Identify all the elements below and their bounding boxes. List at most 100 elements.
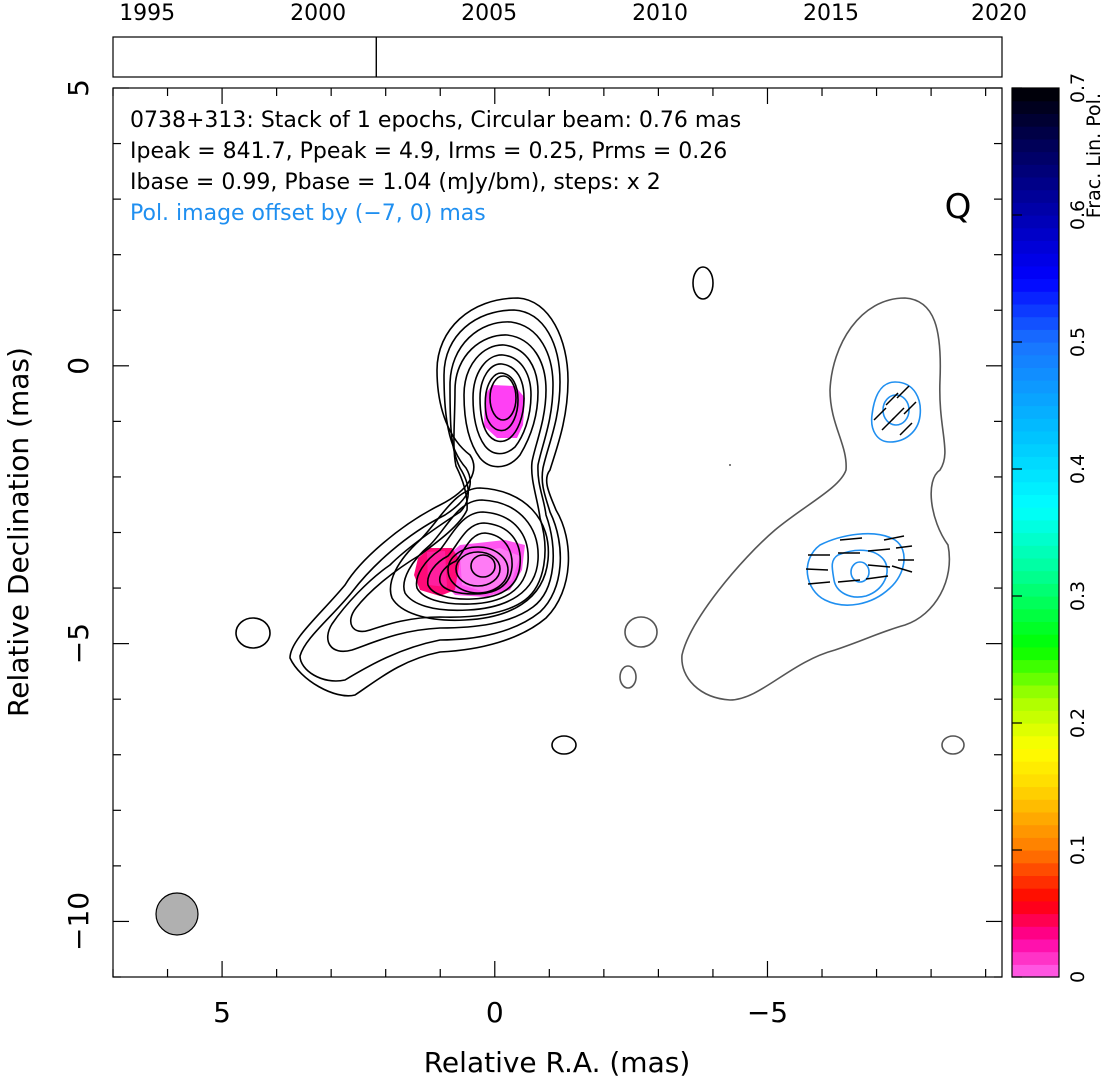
colorbar-band bbox=[1012, 113, 1059, 127]
colorbar-band bbox=[1012, 964, 1059, 978]
y-axis-label: Relative Declination (mas) bbox=[2, 347, 35, 717]
colorbar-tick-label: 0.6 bbox=[1067, 200, 1089, 230]
colorbar-band bbox=[1012, 303, 1059, 318]
colorbar-band bbox=[1012, 265, 1059, 280]
colorbar-band bbox=[1012, 316, 1059, 330]
pol-blob-1 bbox=[624, 616, 658, 648]
colorbar-tick-label: 0.1 bbox=[1067, 835, 1089, 865]
y-tick-label: 5 bbox=[62, 79, 95, 97]
colorbar-band bbox=[1012, 215, 1059, 229]
colorbar-band bbox=[1012, 761, 1059, 775]
colorbar-band bbox=[1012, 545, 1059, 559]
colorbar-tick-label: 0.5 bbox=[1067, 327, 1089, 357]
pol-knot-contour-mid bbox=[831, 549, 888, 598]
colorbar-band bbox=[1012, 342, 1059, 356]
contour-5 bbox=[463, 344, 539, 468]
colorbar-band bbox=[1012, 811, 1059, 826]
colorbar-tick-label: 0.7 bbox=[1067, 73, 1089, 103]
contour-core-peak bbox=[489, 375, 517, 421]
contour-knot-peak bbox=[470, 554, 496, 578]
contour-knot-a bbox=[389, 487, 550, 622]
evpa-vectors bbox=[805, 385, 917, 585]
axis-tick-labels: 5 0 −5 5 0 −5 −10 bbox=[62, 79, 788, 1029]
pol-outer-contour bbox=[681, 297, 951, 701]
timeline-year-label: 2005 bbox=[461, 1, 517, 26]
pol-core-contour-outer bbox=[870, 381, 922, 443]
colorbar-band bbox=[1012, 900, 1059, 915]
epoch-timeline: 1995 2000 2005 2010 2015 2020 bbox=[112, 1, 1027, 78]
colorbar-band bbox=[1012, 570, 1059, 584]
timeline-frame bbox=[112, 36, 1003, 78]
annotation-line-2: Ipeak = 841.7, Ppeak = 4.9, Irms = 0.25,… bbox=[130, 139, 727, 164]
colorbar-band bbox=[1012, 456, 1059, 470]
colorbar-band bbox=[1012, 710, 1059, 724]
contour-knot-c bbox=[415, 511, 529, 605]
colorbar-band bbox=[1012, 596, 1059, 610]
colorbar-band bbox=[1012, 723, 1059, 737]
colorbar-band bbox=[1012, 532, 1059, 546]
colorbar-band bbox=[1012, 227, 1059, 241]
beam-ellipse bbox=[155, 892, 199, 936]
colorbar-band bbox=[1012, 672, 1059, 686]
colorbar-band bbox=[1012, 418, 1059, 432]
colorbar-band bbox=[1012, 926, 1059, 940]
colorbar-tick-labels: 0 0.1 0.2 0.3 0.4 0.5 0.6 0.7 bbox=[1012, 73, 1089, 983]
contour-knot-b bbox=[403, 499, 539, 612]
colorbar-band bbox=[1012, 748, 1059, 762]
map-contents: Q bbox=[155, 187, 972, 936]
colorbar-band bbox=[1012, 951, 1059, 965]
contour-7 bbox=[479, 363, 525, 443]
total-intensity-contours bbox=[235, 266, 714, 755]
colorbar-band bbox=[1012, 735, 1059, 749]
colorbar-tick-label: 0.3 bbox=[1067, 581, 1089, 611]
colorbar-band bbox=[1012, 938, 1059, 953]
x-tick-label: 0 bbox=[486, 996, 504, 1029]
colorbar-band bbox=[1012, 240, 1059, 254]
pol-blob-2 bbox=[619, 665, 637, 689]
colorbar-label: Frac. Lin. Pol. bbox=[1083, 93, 1105, 218]
pol-knot-contour-inner bbox=[850, 561, 870, 583]
colorbar-band bbox=[1012, 621, 1059, 635]
timeline-year-label: 1995 bbox=[119, 1, 175, 26]
colorbar-band bbox=[1012, 786, 1059, 800]
colorbar-band bbox=[1012, 88, 1059, 102]
contour-4 bbox=[350, 334, 547, 633]
colorbar-frame bbox=[1011, 87, 1060, 978]
colorbar-band bbox=[1012, 329, 1059, 343]
colorbar-band bbox=[1012, 888, 1059, 902]
colorbar-band bbox=[1012, 837, 1059, 851]
colorbar-band bbox=[1012, 519, 1059, 534]
annotation-line-3: Ibase = 0.99, Pbase = 1.04 (mJy/bm), ste… bbox=[130, 170, 661, 195]
contour-2 bbox=[299, 309, 562, 682]
colorbar-band bbox=[1012, 507, 1059, 521]
colorbar-band bbox=[1012, 380, 1059, 394]
colorbar: 0 0.1 0.2 0.3 0.4 0.5 0.6 0.7 Frac. Lin. Pol. bbox=[1011, 73, 1105, 983]
timeline-year-label: 2000 bbox=[290, 1, 346, 26]
colorbar-band bbox=[1012, 773, 1059, 788]
colorbar-band bbox=[1012, 494, 1059, 508]
map-panel: Q 0738+313: Stack of 1 epochs, Circular … bbox=[2, 79, 1003, 1079]
contour-6 bbox=[472, 354, 532, 455]
contour-lowest bbox=[289, 297, 570, 697]
x-tick-label: 5 bbox=[213, 996, 231, 1029]
contour-blob-top bbox=[692, 266, 714, 300]
colorbar-band bbox=[1012, 646, 1059, 661]
colorbar-band bbox=[1012, 659, 1059, 673]
colorbar-band bbox=[1012, 176, 1059, 191]
colorbar-tick-label: 0.4 bbox=[1067, 454, 1089, 484]
colorbar-gradient bbox=[1012, 88, 1059, 978]
colorbar-band bbox=[1012, 634, 1059, 648]
colorbar-band bbox=[1012, 126, 1059, 140]
stokes-label: Q bbox=[945, 187, 972, 227]
colorbar-tick-label: 0 bbox=[1067, 971, 1089, 983]
x-tick-label: −5 bbox=[747, 996, 788, 1029]
colorbar-band bbox=[1012, 138, 1059, 153]
colorbar-band bbox=[1012, 850, 1059, 864]
colorbar-band bbox=[1012, 100, 1059, 114]
contour-blob-left bbox=[235, 617, 271, 649]
contour-knot-e bbox=[438, 532, 513, 595]
colorbar-band bbox=[1012, 684, 1059, 699]
frac-pol-core bbox=[484, 385, 525, 438]
colorbar-band bbox=[1012, 278, 1059, 292]
